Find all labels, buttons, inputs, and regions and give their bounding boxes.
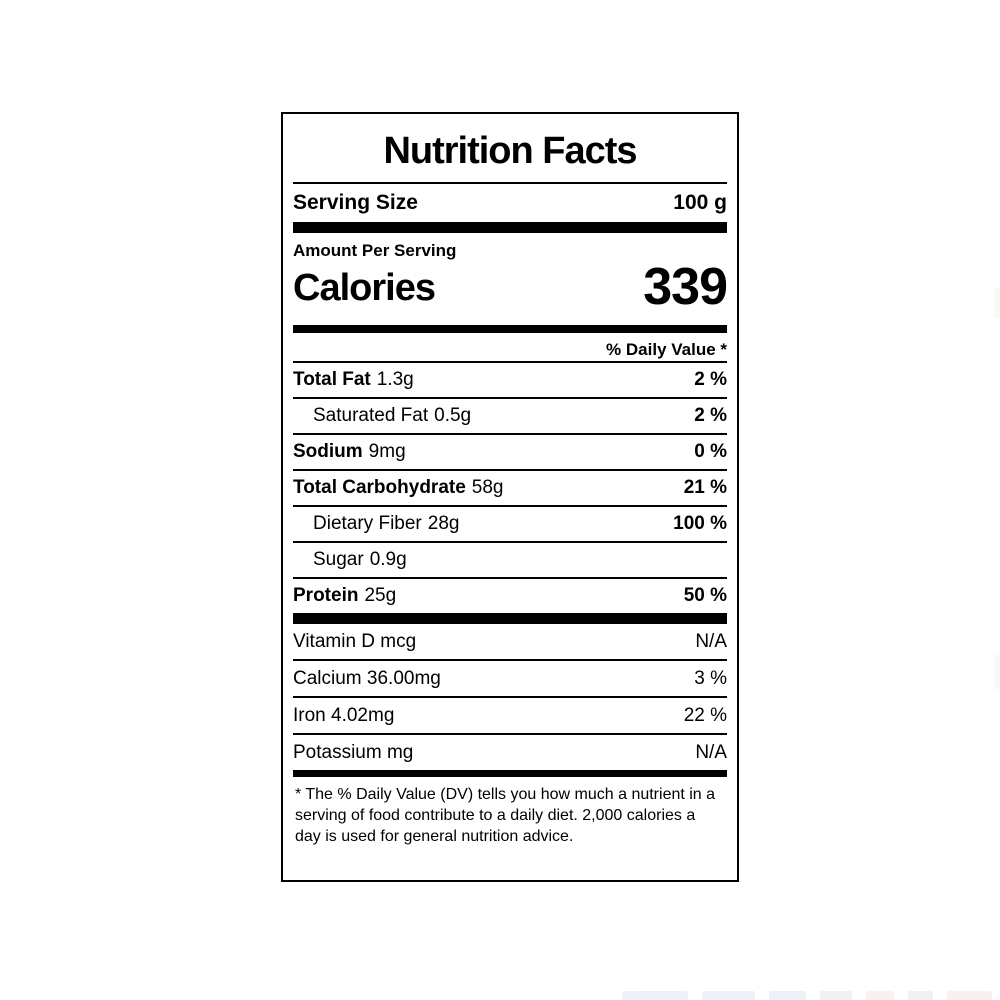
- artifact-fragment: [866, 991, 895, 1000]
- nutrient-name: Saturated Fat: [313, 405, 429, 426]
- nutrient-amount: 9mg: [368, 441, 406, 462]
- separator-thick-bar: [293, 613, 727, 624]
- nutrition-facts-label: Nutrition Facts Serving Size 100 g Amoun…: [281, 112, 739, 882]
- micro-dv: N/A: [695, 741, 727, 763]
- micro-name: Calcium 36.00mg: [293, 667, 441, 689]
- nutrient-name: Sodium: [293, 441, 363, 462]
- nutrient-name: Protein: [293, 585, 359, 606]
- daily-value-footnote: * The % Daily Value (DV) tells you how m…: [295, 786, 716, 845]
- calories-row: Calories 339: [293, 258, 728, 325]
- nutrient-amount: 28g: [427, 513, 460, 534]
- label-title: Nutrition Facts: [383, 130, 637, 172]
- nutrient-dv: 2 %: [694, 369, 727, 390]
- artifact-fragment: [908, 991, 933, 1000]
- nutrient-row-dietary-fiber: Dietary Fiber 28g 100 %: [293, 505, 727, 541]
- separator-thick-bar: [293, 222, 727, 233]
- artifact-fragment: [946, 991, 992, 1000]
- nutrient-name: Sugar: [313, 549, 364, 570]
- artifact-fragment: [701, 991, 755, 1000]
- nutrient-name: Dietary Fiber: [313, 513, 422, 534]
- bottom-cutoff-artifact: [622, 991, 992, 1000]
- artifact-fragment: [820, 991, 853, 1000]
- micro-dv: 3 %: [694, 667, 727, 689]
- amount-per-serving-label: Amount Per Serving: [293, 241, 457, 260]
- nutrient-dv: 0 %: [694, 441, 727, 462]
- serving-size-row: Serving Size 100 g: [293, 184, 727, 222]
- separator-medium-bar: [293, 325, 727, 333]
- micro-name: Iron 4.02mg: [293, 704, 395, 726]
- nutrient-amount: 25g: [364, 585, 397, 606]
- nutrient-name: Total Carbohydrate: [293, 477, 466, 498]
- nutrient-amount: 58g: [471, 477, 504, 498]
- micro-row-calcium: Calcium 36.00mg 3 %: [293, 659, 727, 696]
- micro-row-iron: Iron 4.02mg 22 %: [293, 696, 727, 733]
- nutrient-row-protein: Protein 25g 50 %: [293, 577, 727, 613]
- micro-name: Vitamin D mcg: [293, 630, 417, 652]
- micro-row-potassium: Potassium mg N/A: [293, 733, 727, 770]
- nutrient-dv: 2 %: [694, 405, 727, 426]
- daily-value-header: % Daily Value *: [606, 340, 727, 359]
- artifact-fragment: [622, 991, 688, 1000]
- artifact-fragment: [768, 991, 807, 1000]
- nutrient-row-sugar: Sugar 0.9g: [293, 541, 727, 577]
- micro-dv: N/A: [695, 630, 727, 652]
- edge-cutoff-artifact: [994, 288, 1000, 318]
- serving-size-value: 100 g: [673, 191, 727, 214]
- nutrient-row-total-fat: Total Fat 1.3g 2 %: [293, 361, 727, 397]
- separator-footnote-bar: [293, 770, 727, 777]
- nutrient-amount: 1.3g: [376, 369, 414, 390]
- micro-row-vitamin-d: Vitamin D mcg N/A: [293, 624, 727, 659]
- serving-size-label: Serving Size: [293, 191, 418, 214]
- nutrient-amount: 0.9g: [369, 549, 407, 570]
- micro-dv: 22 %: [683, 704, 727, 726]
- nutrient-row-total-carbohydrate: Total Carbohydrate 58g 21 %: [293, 469, 727, 505]
- calories-label: Calories: [293, 267, 436, 309]
- nutrient-row-saturated-fat: Saturated Fat 0.5g 2 %: [293, 397, 727, 433]
- nutrient-row-sodium: Sodium 9mg 0 %: [293, 433, 727, 469]
- nutrient-dv: 21 %: [683, 477, 727, 498]
- separator-thin: [293, 182, 727, 184]
- nutrient-amount: 0.5g: [434, 405, 472, 426]
- edge-cutoff-artifact: [994, 655, 1000, 689]
- calories-value: 339: [643, 258, 728, 316]
- nutrient-dv: 50 %: [683, 585, 727, 606]
- nutrient-dv: 100 %: [673, 513, 727, 534]
- micro-name: Potassium mg: [293, 741, 414, 763]
- nutrient-name: Total Fat: [293, 369, 371, 390]
